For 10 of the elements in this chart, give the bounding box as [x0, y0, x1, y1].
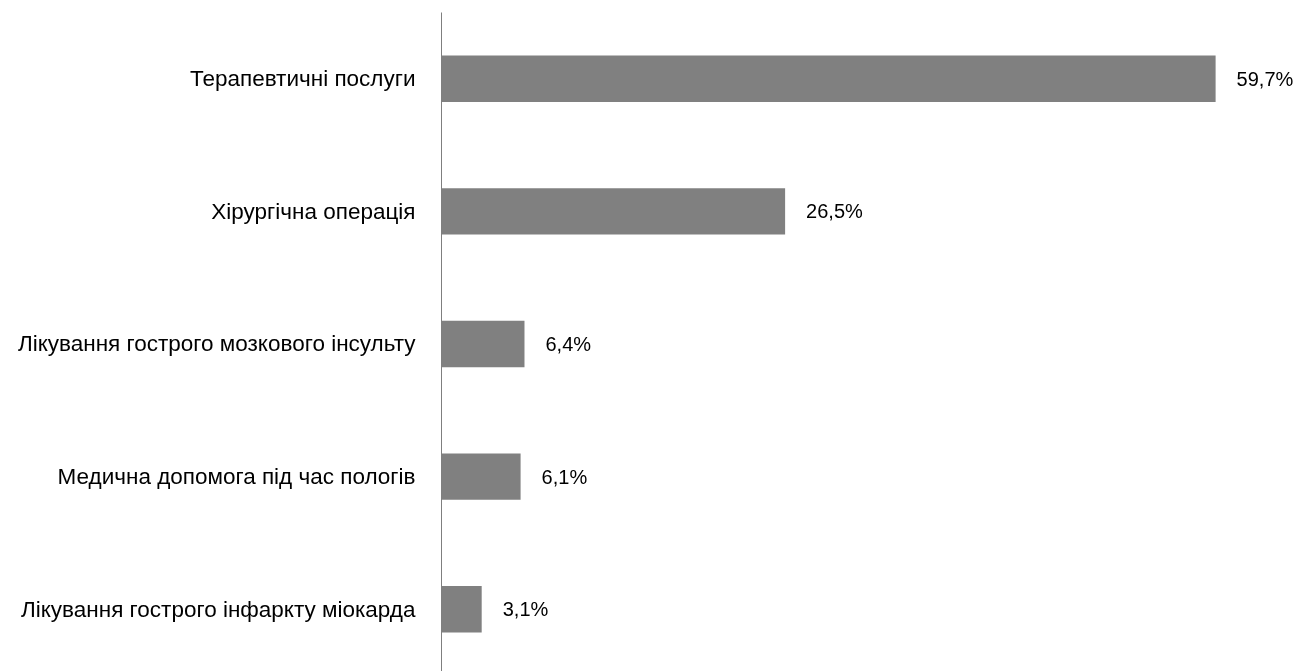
data-label: 6,1%: [541, 465, 588, 488]
data-label: 3,1%: [502, 598, 549, 621]
data-label: 26,5%: [806, 200, 864, 223]
y-tick-label: Хірургічна операція: [211, 198, 416, 224]
y-tick-label: Медична допомога під час пологів: [57, 464, 416, 490]
data-label: 6,4%: [545, 332, 592, 355]
y-tick-label: Терапевтичні послуги: [189, 66, 416, 92]
data-label: 59,7%: [1236, 67, 1294, 90]
y-tick-label: Лікування гострого мозкового інсульту: [17, 331, 417, 357]
y-tick-label: Лікування гострого інфаркту міокарда: [21, 596, 416, 622]
